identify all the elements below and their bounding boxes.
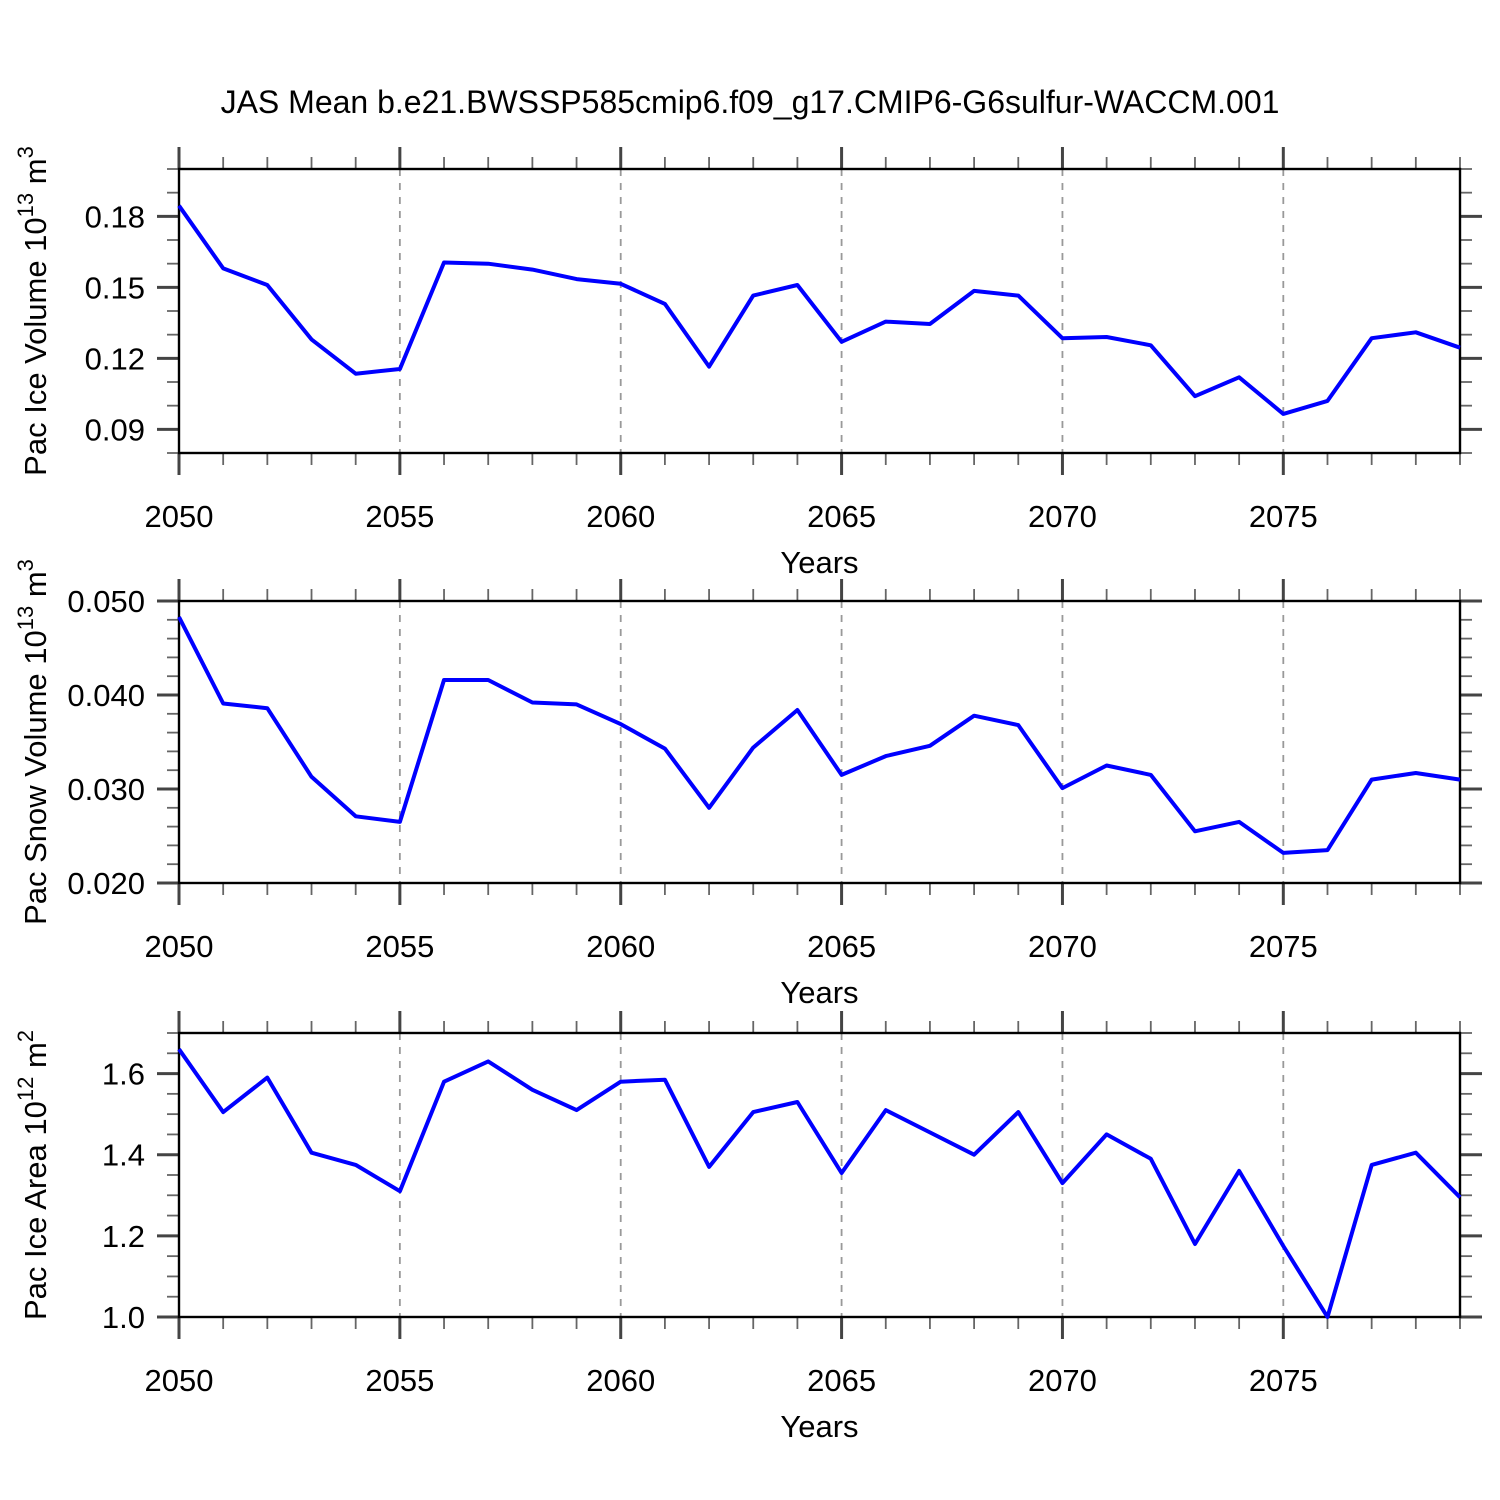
- x-tick-label: 2075: [1249, 1363, 1318, 1398]
- y-tick-label: 1.0: [102, 1300, 145, 1335]
- x-tick-label: 2075: [1249, 499, 1318, 534]
- y-axis-label: Pac Ice Volume 1013 m3: [13, 146, 53, 476]
- x-tick-label: 2065: [807, 1363, 876, 1398]
- x-tick-label: 2065: [807, 499, 876, 534]
- plot-frame: [177, 167, 1462, 455]
- x-tick-label: 2050: [145, 929, 214, 964]
- y-tick-label: 0.18: [85, 199, 145, 234]
- x-tick-label: 2050: [145, 1363, 214, 1398]
- data-line: [177, 1048, 1462, 1319]
- y-axis-label: Pac Snow Volume 1013 m3: [13, 559, 53, 925]
- data-line: [177, 616, 1461, 855]
- x-axis-label: Years: [780, 975, 858, 1010]
- y-tick-label: 0.030: [67, 772, 145, 807]
- y-axis-label: Pac Ice Area 1012 m2: [13, 1030, 53, 1320]
- y-tick-label: 0.09: [85, 412, 145, 447]
- y-tick-label: 0.15: [85, 270, 145, 305]
- plot-frame: [177, 1031, 1462, 1319]
- x-tick-label: 2050: [145, 499, 214, 534]
- chart-title: JAS Mean b.e21.BWSSP585cmip6.f09_g17.CMI…: [221, 84, 1280, 120]
- panel-pac-snow-volume: 0.020 0.030 0.040 0.050 2050 2055 2060 2065 2070…: [13, 559, 1482, 1010]
- x-tick-label: 2070: [1028, 1363, 1097, 1398]
- panel-pac-ice-volume: 0.09 0.12 0.15 0.18 2050 2055 2060 2065 2070 2075…: [13, 146, 1482, 580]
- x-axis-label: Years: [780, 545, 858, 580]
- x-tick-label: 2055: [365, 929, 434, 964]
- x-axis-label: Years: [780, 1409, 858, 1444]
- x-tick-label: 2060: [586, 929, 655, 964]
- x-tick-label: 2075: [1249, 929, 1318, 964]
- x-tick-label: 2070: [1028, 499, 1097, 534]
- y-tick-label: 0.12: [85, 341, 145, 376]
- x-tick-label: 2055: [365, 499, 434, 534]
- x-tick-label: 2070: [1028, 929, 1097, 964]
- y-tick-label: 1.4: [102, 1138, 145, 1173]
- x-tick-label: 2060: [586, 1363, 655, 1398]
- x-tick-label: 2065: [807, 929, 876, 964]
- x-tick-label: 2055: [365, 1363, 434, 1398]
- y-tick-label: 0.040: [67, 678, 145, 713]
- y-tick-label: 0.020: [67, 866, 145, 901]
- panel-pac-ice-area: 1.0 1.2 1.4 1.6 2050 2055 2060 2065 2070 2075 Year…: [13, 1011, 1482, 1444]
- y-tick-label: 0.050: [67, 584, 145, 619]
- x-tick-label: 2060: [586, 499, 655, 534]
- plot-frame: [177, 599, 1462, 885]
- y-tick-label: 1.2: [102, 1219, 145, 1254]
- data-line: [177, 204, 1461, 416]
- y-tick-label: 1.6: [102, 1057, 145, 1092]
